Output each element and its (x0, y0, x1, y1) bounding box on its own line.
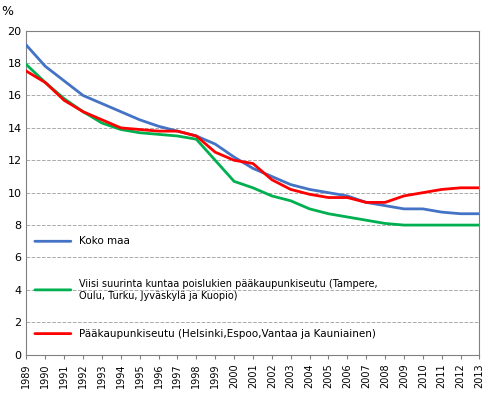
Text: Viisi suurinta kuntaa poislukien pääkaupunkiseutu (Tampere,
Oulu, Turku, Jyväsky: Viisi suurinta kuntaa poislukien pääkaup… (79, 279, 378, 301)
Text: Koko maa: Koko maa (79, 236, 130, 246)
Text: %: % (1, 5, 14, 18)
Text: Pääkaupunkiseutu (Helsinki,Espoo,Vantaa ja Kauniainen): Pääkaupunkiseutu (Helsinki,Espoo,Vantaa … (79, 329, 376, 338)
